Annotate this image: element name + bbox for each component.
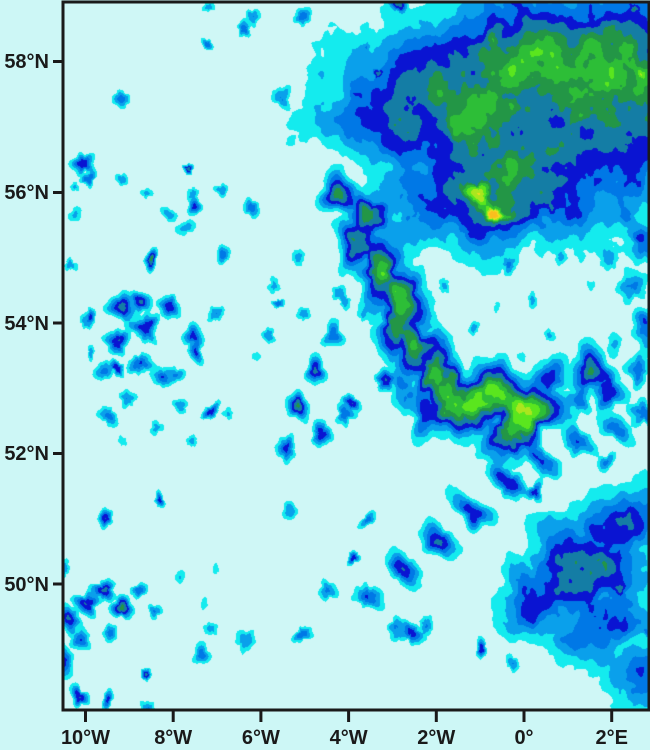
- svg-text:56°N: 56°N: [4, 182, 49, 204]
- svg-text:8°W: 8°W: [154, 727, 192, 749]
- svg-text:6°W: 6°W: [242, 727, 280, 749]
- svg-text:50°N: 50°N: [4, 574, 49, 596]
- svg-text:4°W: 4°W: [330, 727, 368, 749]
- svg-text:2°E: 2°E: [595, 727, 627, 749]
- svg-text:0°: 0°: [514, 727, 533, 749]
- svg-text:10°W: 10°W: [61, 727, 110, 749]
- svg-text:54°N: 54°N: [4, 313, 49, 335]
- svg-text:58°N: 58°N: [4, 51, 49, 73]
- svg-text:52°N: 52°N: [4, 443, 49, 465]
- svg-text:2°W: 2°W: [417, 727, 455, 749]
